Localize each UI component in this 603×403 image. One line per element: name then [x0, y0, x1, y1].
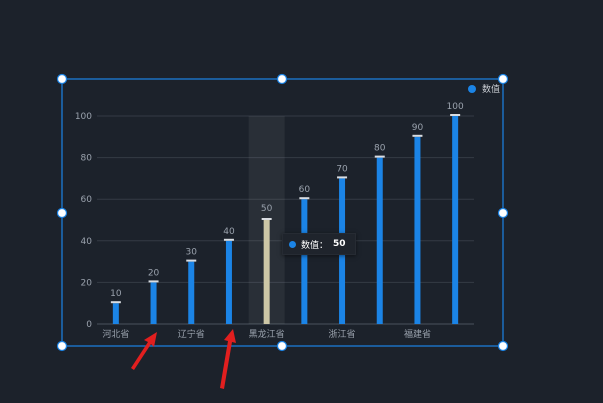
axis-ticks: 0 20 40 60 80 100 河北省 辽宁省 黑龙江省 浙江省 福建省 — [75, 112, 431, 340]
x-tick-label: 河北省 — [102, 328, 129, 340]
y-tick-label: 0 — [86, 320, 92, 330]
bar-value-label: 90 — [412, 123, 424, 133]
x-tick-label: 辽宁省 — [178, 328, 205, 340]
resize-handle-bottom-left[interactable] — [56, 340, 68, 352]
x-tick-label: 浙江省 — [329, 328, 356, 340]
bars: 10 20 30 40 50 60 70 80 90 100 — [110, 102, 464, 324]
legend-dot-icon — [468, 84, 476, 93]
bar-value-label: 60 — [299, 185, 311, 195]
resize-handle-top[interactable] — [276, 73, 288, 85]
bar-value-label: 40 — [223, 227, 235, 237]
y-tick-label: 40 — [81, 237, 93, 247]
bar-cap — [450, 114, 461, 116]
resize-handle-left[interactable] — [56, 207, 68, 219]
bar[interactable] — [225, 240, 232, 324]
resize-handle-top-left[interactable] — [56, 73, 68, 85]
resize-handle-right[interactable] — [497, 207, 509, 219]
bar[interactable] — [301, 199, 308, 324]
legend-label: 数值 — [482, 85, 501, 95]
tooltip-value: 50 — [333, 239, 346, 249]
bar[interactable] — [263, 220, 270, 324]
bar-cap — [261, 218, 272, 220]
bar[interactable] — [452, 116, 459, 324]
bar[interactable] — [150, 282, 157, 324]
tooltip-series: 数值 — [301, 240, 320, 251]
y-tick-label: 100 — [75, 112, 92, 122]
resize-handle-bottom-right[interactable] — [497, 340, 509, 352]
bar-cap — [412, 134, 423, 137]
bar[interactable] — [112, 303, 119, 324]
bar-cap — [148, 280, 159, 283]
x-tick-label: 黑龙江省 — [249, 328, 285, 340]
annotation-arrow-1 — [131, 332, 157, 370]
bar-value-label: 20 — [148, 268, 160, 278]
bar[interactable] — [376, 157, 383, 324]
bar[interactable] — [188, 261, 195, 324]
chart-legend[interactable]: 数值 — [468, 82, 500, 95]
bar-value-label: 30 — [186, 248, 198, 258]
y-tick-label: 60 — [81, 195, 93, 205]
bar-value-label: 70 — [336, 164, 348, 174]
bar-value-label: 10 — [110, 289, 122, 299]
bar[interactable] — [414, 136, 421, 324]
annotation-arrow-2 — [220, 329, 236, 389]
bar-cap — [110, 301, 121, 304]
tooltip-separator: ： — [319, 240, 329, 251]
bar-cap — [299, 197, 310, 200]
chart-tooltip: 数值： 50 — [282, 233, 356, 255]
bar-value-label: 80 — [374, 144, 386, 154]
y-tick-label: 80 — [81, 154, 93, 164]
bar-cap — [337, 176, 348, 179]
bar-cap — [374, 155, 385, 158]
resize-handle-bottom[interactable] — [276, 340, 288, 352]
resize-handle-top-right[interactable] — [497, 73, 509, 85]
bar-value-label: 100 — [447, 102, 464, 112]
bar-value-label: 50 — [261, 204, 273, 214]
tooltip-dot-icon — [289, 240, 296, 248]
y-tick-label: 20 — [81, 278, 93, 288]
bar-cap — [223, 238, 234, 241]
bar-cap — [186, 259, 197, 262]
x-tick-label: 福建省 — [404, 328, 431, 340]
